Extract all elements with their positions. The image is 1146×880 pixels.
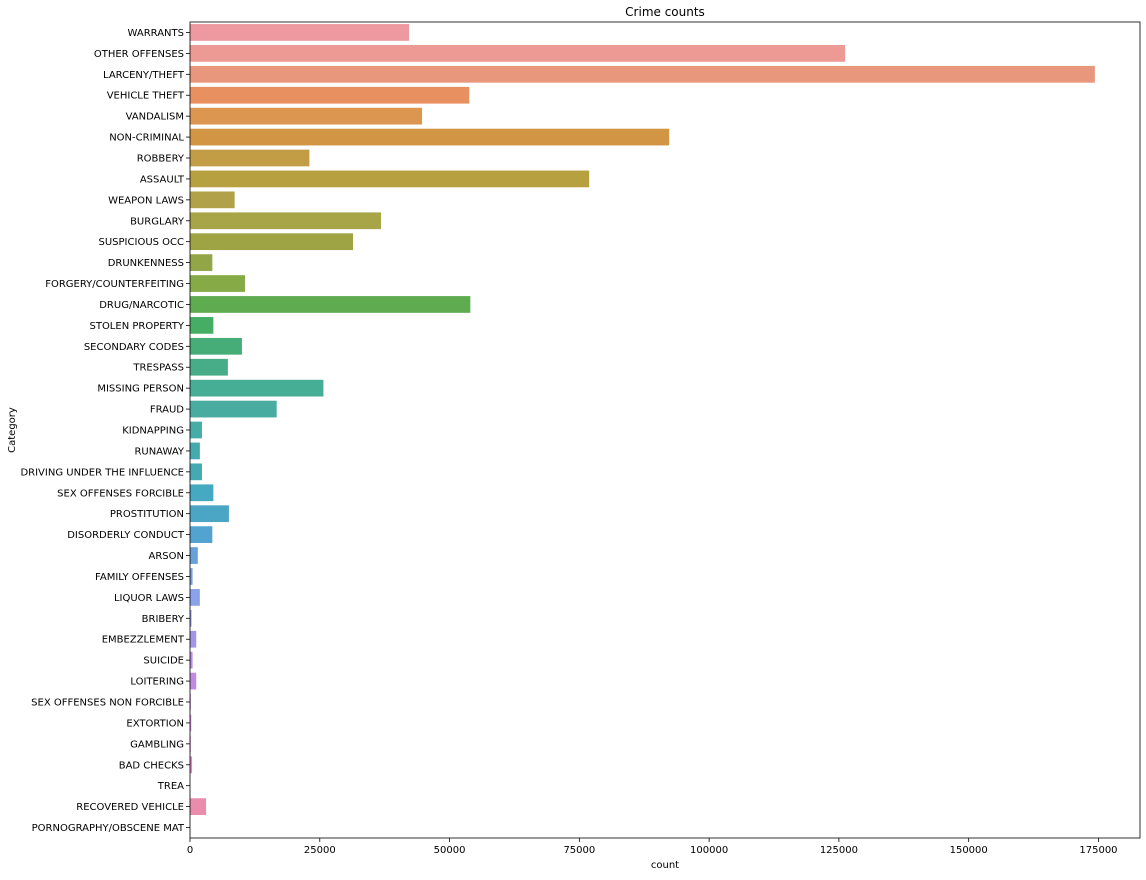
bar-forgery-counterfeiting <box>190 275 245 292</box>
bar-recovered-vehicle <box>190 798 206 815</box>
x-tick-label: 150000 <box>950 845 988 856</box>
bar-suspicious-occ <box>190 233 353 250</box>
y-tick-label: VANDALISM <box>126 112 184 123</box>
bar-drug-narcotic <box>190 296 470 313</box>
y-tick-label: EXTORTION <box>126 718 184 729</box>
bar-burglary <box>190 212 381 229</box>
y-tick-label: GAMBLING <box>130 739 184 750</box>
x-tick-label: 75000 <box>563 845 595 856</box>
bar-vandalism <box>190 108 422 125</box>
bar-non-criminal <box>190 129 669 146</box>
x-tick-label: 50000 <box>434 845 466 856</box>
bar-other-offenses <box>190 45 845 62</box>
y-tick-label: WARRANTS <box>128 28 184 39</box>
y-tick-label: ROBBERY <box>137 154 185 165</box>
bar-kidnapping <box>190 422 202 439</box>
bars-layer <box>190 24 1095 836</box>
y-tick-label: RUNAWAY <box>134 446 184 457</box>
y-tick-label: FAMILY OFFENSES <box>95 572 184 583</box>
bar-loitering <box>190 673 196 690</box>
chart-title: Crime counts <box>625 5 705 19</box>
x-tick-label: 25000 <box>304 845 336 856</box>
y-tick-label: FRAUD <box>150 405 184 416</box>
bar-liquor-laws <box>190 589 200 606</box>
y-tick-label: RECOVERED VEHICLE <box>76 802 184 813</box>
y-tick-label: MISSING PERSON <box>97 384 184 395</box>
y-tick-label: BURGLARY <box>130 216 185 227</box>
y-tick-label: BRIBERY <box>142 614 185 625</box>
y-tick-label: SEX OFFENSES NON FORCIBLE <box>31 698 184 709</box>
x-tick-label: 0 <box>187 845 193 856</box>
y-tick-label: ARSON <box>149 551 185 562</box>
y-tick-label: TRESPASS <box>132 363 184 374</box>
y-tick-label: NON-CRIMINAL <box>109 133 184 144</box>
y-tick-label: ASSAULT <box>140 174 185 185</box>
bar-drunkenness <box>190 254 212 271</box>
x-axis-label: count <box>651 860 679 871</box>
bar-embezzlement <box>190 631 196 648</box>
x-tick-label: 100000 <box>690 845 728 856</box>
bar-stolen-property <box>190 317 213 334</box>
bar-runaway <box>190 443 200 460</box>
bar-prostitution <box>190 505 229 522</box>
y-tick-label: DRUNKENNESS <box>108 258 184 269</box>
bar-vehicle-theft <box>190 87 469 104</box>
bar-trespass <box>190 359 228 376</box>
y-tick-label: LOITERING <box>130 677 184 688</box>
y-tick-label: VEHICLE THEFT <box>107 91 185 102</box>
y-tick-label: LIQUOR LAWS <box>114 593 184 604</box>
x-tick-label: 125000 <box>820 845 858 856</box>
y-tick-label: SECONDARY CODES <box>84 342 184 353</box>
y-tick-label: PORNOGRAPHY/OBSCENE MAT <box>32 823 185 834</box>
x-axis-ticks: 0 25000 50000 75000 100000 125000 150000 175000 <box>187 838 1118 856</box>
bar-driving-under-the-influence <box>190 463 202 480</box>
y-tick-label: OTHER OFFENSES <box>94 49 184 60</box>
bar-sex-offenses-forcible <box>190 484 213 501</box>
y-tick-label: STOLEN PROPERTY <box>89 321 184 332</box>
bar-fraud <box>190 401 277 418</box>
y-tick-label: EMBEZZLEMENT <box>102 635 185 646</box>
bar-robbery <box>190 150 309 167</box>
y-axis-label: Category <box>7 407 18 453</box>
y-tick-label: DRUG/NARCOTIC <box>99 300 184 311</box>
bar-larceny-theft <box>190 66 1095 83</box>
y-tick-label: SUSPICIOUS OCC <box>99 237 184 248</box>
bar-secondary-codes <box>190 338 242 355</box>
bar-assault <box>190 171 589 188</box>
y-tick-label: SUICIDE <box>143 656 184 667</box>
y-tick-label: BAD CHECKS <box>119 760 184 771</box>
y-tick-label: DISORDERLY CONDUCT <box>67 530 185 541</box>
bar-warrants <box>190 24 409 41</box>
bar-weapon-laws <box>190 191 235 208</box>
bar-missing-person <box>190 380 323 397</box>
y-tick-label: LARCENY/THEFT <box>103 70 185 81</box>
bar-arson <box>190 547 198 564</box>
y-tick-label: WEAPON LAWS <box>108 195 184 206</box>
y-tick-label: TREA <box>157 781 184 792</box>
bar-disorderly-conduct <box>190 526 212 543</box>
x-tick-label: 175000 <box>1079 845 1117 856</box>
y-tick-label: SEX OFFENSES FORCIBLE <box>57 488 184 499</box>
y-axis-ticks: WARRANTS OTHER OFFENSES LARCENY/THEFT VEHIC… <box>20 28 190 834</box>
y-tick-label: KIDNAPPING <box>122 426 184 437</box>
y-tick-label: DRIVING UNDER THE INFLUENCE <box>20 467 184 478</box>
y-tick-label: FORGERY/COUNTERFEITING <box>45 279 184 290</box>
y-tick-label: PROSTITUTION <box>110 509 184 520</box>
